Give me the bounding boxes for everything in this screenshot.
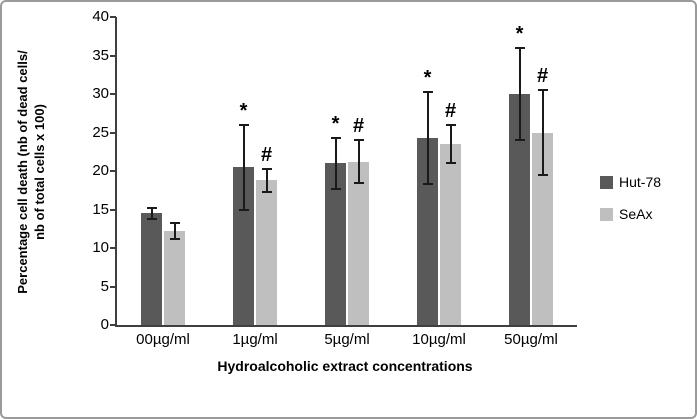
legend: Hut-78 SeAx	[600, 174, 661, 222]
legend-swatch-icon	[600, 175, 613, 189]
y-tick-mark	[110, 170, 116, 172]
significance-marker: *	[515, 22, 524, 45]
error-bar-cap	[422, 183, 433, 186]
y-tick-label: 35	[92, 46, 109, 64]
error-bar-cap	[353, 182, 364, 185]
legend-label: Hut-78	[619, 174, 662, 190]
error-bar	[357, 140, 360, 184]
error-bar-cap	[238, 208, 249, 211]
x-category-label: 1µg/ml	[232, 331, 278, 348]
legend-item-seax: SeAx	[600, 206, 661, 222]
significance-marker: #	[260, 143, 273, 166]
bar-hut-78	[233, 167, 254, 325]
error-bar-cap	[261, 167, 272, 170]
significance-marker: #	[444, 99, 457, 122]
legend-item-hut-78: Hut-78	[600, 174, 661, 190]
y-tick-mark	[110, 54, 116, 57]
significance-marker: #	[352, 115, 365, 138]
x-axis-title: Hydroalcoholic extract concentrations	[217, 358, 473, 374]
error-bar	[449, 124, 452, 164]
bar-seax	[256, 180, 277, 325]
bar-seax	[440, 144, 461, 325]
error-bar	[173, 223, 176, 239]
y-axis-title-line2: nb of total cells x 100)	[32, 104, 47, 240]
error-bar-cap	[445, 162, 456, 165]
x-category-label: 5µg/ml	[324, 331, 370, 348]
y-tick-label: 40	[92, 8, 109, 25]
x-category-label: 00µg/ml	[136, 331, 190, 348]
error-bar-cap	[537, 173, 548, 176]
bar-hut-78	[417, 137, 438, 325]
error-bar-cap	[514, 139, 525, 142]
bar-hut-78	[509, 94, 530, 325]
bar-seax	[532, 132, 553, 325]
y-tick-mark	[110, 324, 116, 326]
y-tick-label: 15	[92, 200, 109, 218]
significance-marker: #	[536, 65, 549, 88]
error-bar-cap	[422, 90, 433, 93]
y-axis-title-line1: Percentage cell death (nb of dead cells/	[15, 50, 30, 294]
error-bar	[242, 124, 245, 210]
error-bar-cap	[514, 46, 525, 49]
y-tick-mark	[110, 285, 116, 288]
error-bar	[334, 137, 337, 189]
y-tick-label: 10	[92, 239, 109, 256]
error-bar-cap	[146, 217, 157, 220]
bar-hut-78	[325, 163, 346, 325]
y-tick-mark	[110, 247, 116, 249]
x-category-label: 10µg/ml	[412, 331, 466, 348]
plot-area: 0 5 10 15 20 25 30 35 40 00µg/ml * #1µg/ml * #5µg/ml *…	[92, 8, 577, 348]
significance-marker: *	[423, 66, 432, 89]
bar-seax	[348, 161, 369, 325]
error-bar-cap	[261, 190, 272, 193]
significance-marker: *	[331, 112, 340, 135]
significance-marker: *	[239, 99, 248, 122]
error-bar	[518, 47, 521, 141]
y-axis-title: Percentage cell death (nb of dead cells/…	[14, 10, 50, 334]
error-bar-cap	[445, 123, 456, 126]
y-tick-mark	[110, 131, 116, 134]
bar-hut-78	[141, 213, 162, 325]
error-bar-cap	[353, 139, 364, 142]
error-bar-cap	[330, 136, 341, 139]
y-tick-label: 0	[100, 316, 109, 333]
y-tick-label: 30	[92, 85, 109, 102]
legend-label: SeAx	[619, 206, 653, 222]
error-bar-cap	[146, 206, 157, 209]
error-bar	[426, 91, 429, 185]
x-category-label: 50µg/ml	[504, 331, 558, 348]
error-bar	[265, 168, 268, 192]
error-bar	[541, 90, 544, 175]
error-bar-cap	[169, 222, 180, 225]
error-bar-cap	[169, 237, 180, 240]
y-tick-label: 20	[92, 162, 109, 179]
error-bar	[150, 207, 153, 219]
y-tick-mark	[110, 208, 116, 211]
error-bar-cap	[330, 187, 341, 190]
error-bar-cap	[537, 89, 548, 92]
y-tick-label: 5	[100, 277, 109, 295]
bar-seax	[164, 231, 185, 325]
y-tick-mark	[110, 93, 116, 95]
error-bar-cap	[238, 123, 249, 126]
y-tick-label: 25	[92, 123, 109, 141]
legend-swatch-icon	[600, 207, 613, 221]
y-tick-mark	[110, 16, 116, 18]
